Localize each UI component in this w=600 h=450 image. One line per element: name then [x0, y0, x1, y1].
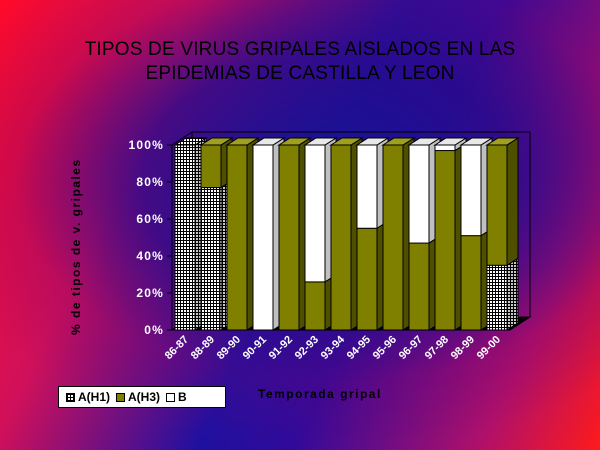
- legend: A(H1) A(H3) B: [58, 386, 226, 408]
- bar-b-90-91-front: [252, 144, 274, 331]
- bar-h3-91-92-top: [277, 137, 312, 146]
- bar-h3-99-00-top: [485, 137, 520, 146]
- y-tick-label: 20%: [136, 286, 164, 300]
- legend-swatch-h1: [66, 392, 75, 402]
- y-tick-label: 0%: [144, 323, 164, 337]
- bar-h3-99-00: [485, 137, 520, 267]
- y-tick-label: 40%: [136, 249, 164, 263]
- x-tick-label-86-87: 86-87: [163, 334, 191, 362]
- bar-b-98-99-front: [460, 144, 482, 237]
- bar-h1-88-89-front: [200, 187, 222, 331]
- y-tick-label: 80%: [136, 175, 164, 189]
- bars: [173, 137, 520, 331]
- bar-h3-95-96-top: [381, 137, 416, 146]
- bar-h3-95-96-front: [382, 144, 404, 331]
- x-tick-label-89-90: 89-90: [215, 334, 243, 362]
- bar-b-97-98-front: [434, 144, 456, 152]
- bar-h1-86-87-top: [173, 137, 208, 146]
- bar-group-98-99: [459, 137, 494, 331]
- x-tick-label-98-99: 98-99: [449, 334, 477, 362]
- bar-h3-89-90-front: [226, 144, 248, 331]
- x-axis: 86-8788-8989-9090-9191-9292-9393-9494-95…: [163, 333, 503, 362]
- chart-title: TIPOS DE VIRUS GRIPALES AISLADOS EN LAS …: [0, 38, 600, 86]
- bar-h1-99-00-side: [506, 257, 519, 331]
- bar-h1-99-00-front: [486, 264, 508, 331]
- x-tick-label-92-93: 92-93: [293, 334, 321, 362]
- bar-b-94-95-front: [356, 144, 378, 229]
- bar-h3-89-90-top: [225, 137, 260, 146]
- bar-h1-99-00: [486, 257, 519, 331]
- y-axis-title: % de tipos de v. gripales: [69, 158, 83, 335]
- x-tick-label-94-95: 94-95: [345, 334, 373, 362]
- bar-h3-94-95-front: [356, 227, 378, 331]
- legend-label-h3: A(H3): [128, 390, 160, 404]
- legend-item-h3: A(H3): [116, 390, 160, 404]
- bar-b-92-93-top: [303, 137, 338, 146]
- legend-item-h1: A(H1): [66, 390, 110, 404]
- x-tick-label-95-96: 95-96: [371, 334, 399, 362]
- bar-b-90-91-top: [251, 137, 286, 146]
- chart-title-line-1: TIPOS DE VIRUS GRIPALES AISLADOS EN LAS: [84, 39, 516, 60]
- bar-b-94-95-top: [355, 137, 390, 146]
- bar-h1-86-87-front: [174, 144, 196, 331]
- x-tick-label-91-92: 91-92: [267, 334, 295, 362]
- legend-label-h1: A(H1): [78, 390, 110, 404]
- x-axis-title: Temporada gripal: [258, 387, 382, 401]
- legend-swatch-b: [166, 392, 175, 402]
- x-tick-label-90-91: 90-91: [241, 334, 269, 362]
- y-tick-label: 100%: [129, 138, 165, 152]
- bar-h3-92-93-front: [304, 281, 326, 331]
- legend-label-b: B: [178, 390, 187, 404]
- bar-h3-88-89-front: [200, 144, 222, 189]
- legend-swatch-h3: [116, 392, 125, 402]
- bar-b-92-93-front: [304, 144, 326, 283]
- x-tick-label-88-89: 88-89: [189, 334, 217, 362]
- bar-h3-97-98-front: [434, 150, 456, 331]
- bar-h3-99-00-front: [486, 144, 508, 266]
- legend-item-b: B: [166, 390, 187, 404]
- bar-h3-98-99-front: [460, 235, 482, 331]
- bar-h3-88-89-top: [199, 137, 234, 146]
- x-tick-label-93-94: 93-94: [319, 333, 348, 362]
- y-tick-label: 60%: [136, 212, 164, 226]
- bar-h3-96-97-front: [408, 242, 430, 331]
- bar-h3-93-94-front: [330, 144, 352, 331]
- chart-title-line-2: EPIDEMIAS DE CASTILLA Y LEON: [145, 63, 455, 84]
- bar-b-96-97-front: [408, 144, 430, 244]
- bar-h3-99-00-side: [506, 137, 519, 267]
- x-tick-label-97-98: 97-98: [423, 334, 451, 362]
- bar-b-96-97-top: [407, 137, 442, 146]
- bar-b-97-98-top: [433, 137, 468, 146]
- bar-h3-93-94-top: [329, 137, 364, 146]
- x-tick-label-99-00: 99-00: [475, 334, 503, 362]
- bar-h3-91-92-front: [278, 144, 300, 331]
- x-tick-label-96-97: 96-97: [397, 334, 425, 362]
- bar-b-98-99-top: [459, 137, 494, 146]
- bar-group-99-00: [485, 137, 520, 331]
- y-axis: 0% 20% 40% 60% 80% 100%: [129, 138, 173, 337]
